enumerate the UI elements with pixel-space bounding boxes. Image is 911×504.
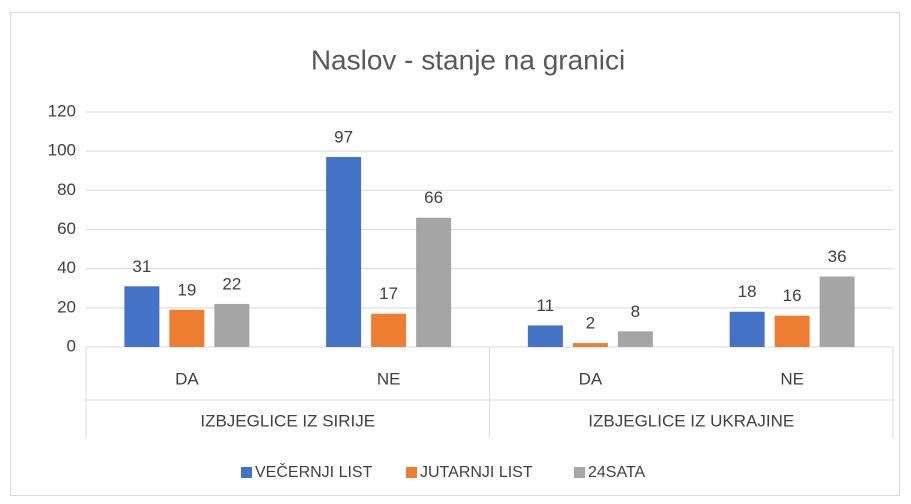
legend-label: VEČERNJI LIST <box>255 462 373 481</box>
data-label: 17 <box>379 284 398 303</box>
bar <box>774 315 810 347</box>
y-tick-label: 0 <box>67 336 76 355</box>
bar <box>214 303 250 347</box>
data-label: 97 <box>334 128 353 147</box>
data-label: 16 <box>783 286 802 305</box>
legend-swatch <box>406 467 417 478</box>
data-label: 66 <box>424 188 443 207</box>
y-tick-label: 100 <box>48 141 76 160</box>
group-label: IZBJEGLICE IZ UKRAJINE <box>588 411 794 430</box>
data-label: 19 <box>177 280 196 299</box>
bar <box>729 311 765 347</box>
bar <box>572 343 608 347</box>
data-label: 11 <box>537 296 555 315</box>
data-label: 2 <box>586 314 595 333</box>
x-tick-label: NE <box>780 369 804 388</box>
data-label: 22 <box>222 274 241 293</box>
x-tick-label: DA <box>579 369 603 388</box>
y-tick-label: 120 <box>48 101 76 120</box>
bar <box>371 313 407 347</box>
chart-title: Naslov - stanje na granici <box>311 44 625 75</box>
y-tick-label: 40 <box>57 258 76 277</box>
data-label: 8 <box>631 302 640 321</box>
chart-border <box>10 12 900 496</box>
group-label: IZBJEGLICE IZ SIRIJE <box>200 411 375 430</box>
y-tick-label: 80 <box>57 180 76 199</box>
bar <box>169 309 205 347</box>
bar <box>527 325 563 347</box>
bar <box>124 286 160 347</box>
x-tick-label: NE <box>377 369 401 388</box>
bar <box>326 157 362 347</box>
legend-swatch <box>574 467 585 478</box>
data-label: 36 <box>828 247 847 266</box>
data-label: 31 <box>132 257 151 276</box>
bar <box>819 276 855 347</box>
data-label: 18 <box>738 282 757 301</box>
legend-label: JUTARNJI LIST <box>420 464 533 481</box>
bar <box>416 217 452 347</box>
y-tick-label: 60 <box>57 219 76 238</box>
legend-label: 24SATA <box>588 464 646 481</box>
x-tick-label: DA <box>175 369 199 388</box>
y-tick-label: 20 <box>57 297 76 316</box>
bar <box>617 331 653 347</box>
legend-swatch <box>241 467 252 478</box>
